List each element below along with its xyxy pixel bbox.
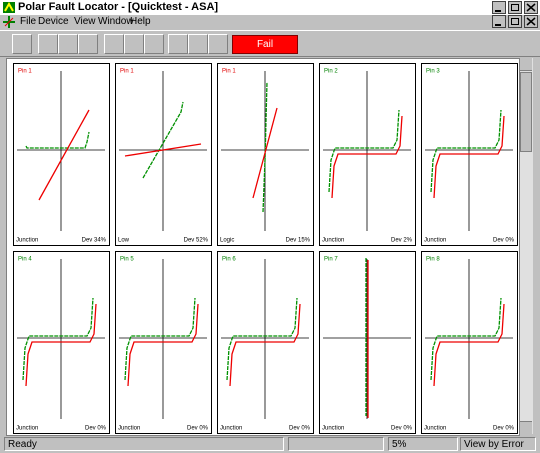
signature-panel[interactable]: Pin 6 Junction Dev 0% <box>217 251 314 434</box>
status-view: View by Error <box>460 437 536 451</box>
scroll-thumb[interactable] <box>520 72 532 152</box>
menu-item[interactable]: Window <box>98 16 134 27</box>
test-curve <box>331 115 403 199</box>
panel-frame <box>115 63 212 246</box>
device-button[interactable] <box>38 34 58 54</box>
signature-area: Pin 1 Junction Dev 34% Pin 1 Low Dev 52% Pin 1… <box>6 58 520 436</box>
mode-label: Junction <box>322 426 344 432</box>
mode-label: Junction <box>220 426 242 432</box>
single-view-button[interactable] <box>168 34 188 54</box>
signature-panel[interactable]: Pin 4 Junction Dev 0% <box>13 251 110 434</box>
title-bar: Polar Fault Locator - [Quicktest - ASA] <box>0 0 540 15</box>
signature-panel[interactable]: Pin 1 Junction Dev 34% <box>13 63 110 246</box>
signature-panel[interactable]: Pin 3 Junction Dev 0% <box>421 63 518 246</box>
deviation-label: Dev 0% <box>289 426 311 432</box>
mode-label: Junction <box>322 238 344 244</box>
menu-item[interactable]: File <box>20 16 37 27</box>
reference-curve <box>430 297 502 381</box>
test-curve <box>124 143 202 157</box>
mode-label: Junction <box>424 238 446 244</box>
pin-label: Pin 4 <box>18 257 32 263</box>
refresh-button[interactable] <box>78 34 98 54</box>
open-button[interactable] <box>12 34 32 54</box>
test-curve <box>433 303 505 387</box>
panel-frame <box>13 63 110 246</box>
reference-curve <box>124 297 196 381</box>
doc-icon <box>3 16 15 28</box>
probe-button[interactable] <box>124 34 144 54</box>
signature-panel[interactable]: Pin 5 Junction Dev 0% <box>115 251 212 434</box>
doc-controls[interactable] <box>492 15 538 29</box>
pin-label: Pin 7 <box>324 257 338 263</box>
pin-label: Pin 2 <box>324 69 338 75</box>
app-icon <box>3 1 15 13</box>
signature-panel[interactable]: Pin 8 Junction Dev 0% <box>421 251 518 434</box>
menu-item[interactable]: View <box>74 16 96 27</box>
deviation-label: Dev 52% <box>184 238 209 244</box>
signature-panel[interactable]: Pin 2 Junction Dev 2% <box>319 63 416 246</box>
test-curve <box>38 109 90 201</box>
vertical-scrollbar[interactable] <box>519 58 533 434</box>
status-message: Ready <box>4 437 284 451</box>
toolbar: Fail <box>0 30 540 57</box>
scroll-down[interactable] <box>520 421 532 434</box>
deviation-label: Dev 2% <box>391 238 413 244</box>
deviation-label: Dev 0% <box>391 426 413 432</box>
reference-curve <box>262 81 268 213</box>
test-curve <box>25 303 97 387</box>
reference-curve <box>328 109 400 193</box>
chip-button[interactable] <box>144 34 164 54</box>
pin-label: Pin 6 <box>222 257 236 263</box>
window-controls[interactable] <box>492 1 538 14</box>
menu-item[interactable]: Help <box>130 16 151 27</box>
menu-item[interactable]: Device <box>38 16 69 27</box>
status-indicator: Fail <box>232 35 298 54</box>
pin-label: Pin 1 <box>18 69 32 75</box>
mode-label: Junction <box>16 238 38 244</box>
test-curve <box>433 115 505 199</box>
reference-curve <box>226 297 298 381</box>
signature-panel[interactable]: Pin 1 Logic Dev 15% <box>217 63 314 246</box>
pin-label: Pin 5 <box>120 257 134 263</box>
test-curve <box>127 303 199 387</box>
deviation-label: Dev 34% <box>82 238 107 244</box>
graph-button[interactable] <box>208 34 228 54</box>
reference-curve <box>142 101 184 179</box>
mode-label: Junction <box>16 426 38 432</box>
test-curve <box>229 303 301 387</box>
status-blank <box>288 437 384 451</box>
pin-label: Pin 8 <box>426 257 440 263</box>
compare-button[interactable] <box>188 34 208 54</box>
mode-label: Junction <box>118 426 140 432</box>
status-progress: 5% <box>388 437 458 451</box>
pin-label: Pin 1 <box>222 69 236 75</box>
deviation-label: Dev 0% <box>85 426 107 432</box>
deviation-label: Dev 0% <box>187 426 209 432</box>
reference-curve <box>430 109 502 193</box>
menu-bar: File Device View Window Help <box>0 15 540 29</box>
test-curve <box>252 107 278 199</box>
signature-panel[interactable]: Pin 1 Low Dev 52% <box>115 63 212 246</box>
idea-button[interactable] <box>58 34 78 54</box>
reference-curve <box>22 297 94 381</box>
pin-label: Pin 3 <box>426 69 440 75</box>
mode-label: Logic <box>220 238 234 244</box>
pin-label: Pin 1 <box>120 69 134 75</box>
mode-label: Low <box>118 238 130 244</box>
mode-label: Junction <box>424 426 446 432</box>
reference-curve <box>25 131 90 149</box>
window-title: Polar Fault Locator - [Quicktest - ASA] <box>18 1 219 13</box>
deviation-label: Dev 0% <box>493 426 515 432</box>
signature-panel[interactable]: Pin 7 Junction Dev 0% <box>319 251 416 434</box>
deviation-label: Dev 15% <box>286 238 311 244</box>
scroll-up[interactable] <box>520 58 532 71</box>
status-bar: Ready 5% View by Error <box>0 436 540 453</box>
deviation-label: Dev 0% <box>493 238 515 244</box>
stop-button[interactable] <box>104 34 124 54</box>
panel-frame <box>13 251 110 434</box>
